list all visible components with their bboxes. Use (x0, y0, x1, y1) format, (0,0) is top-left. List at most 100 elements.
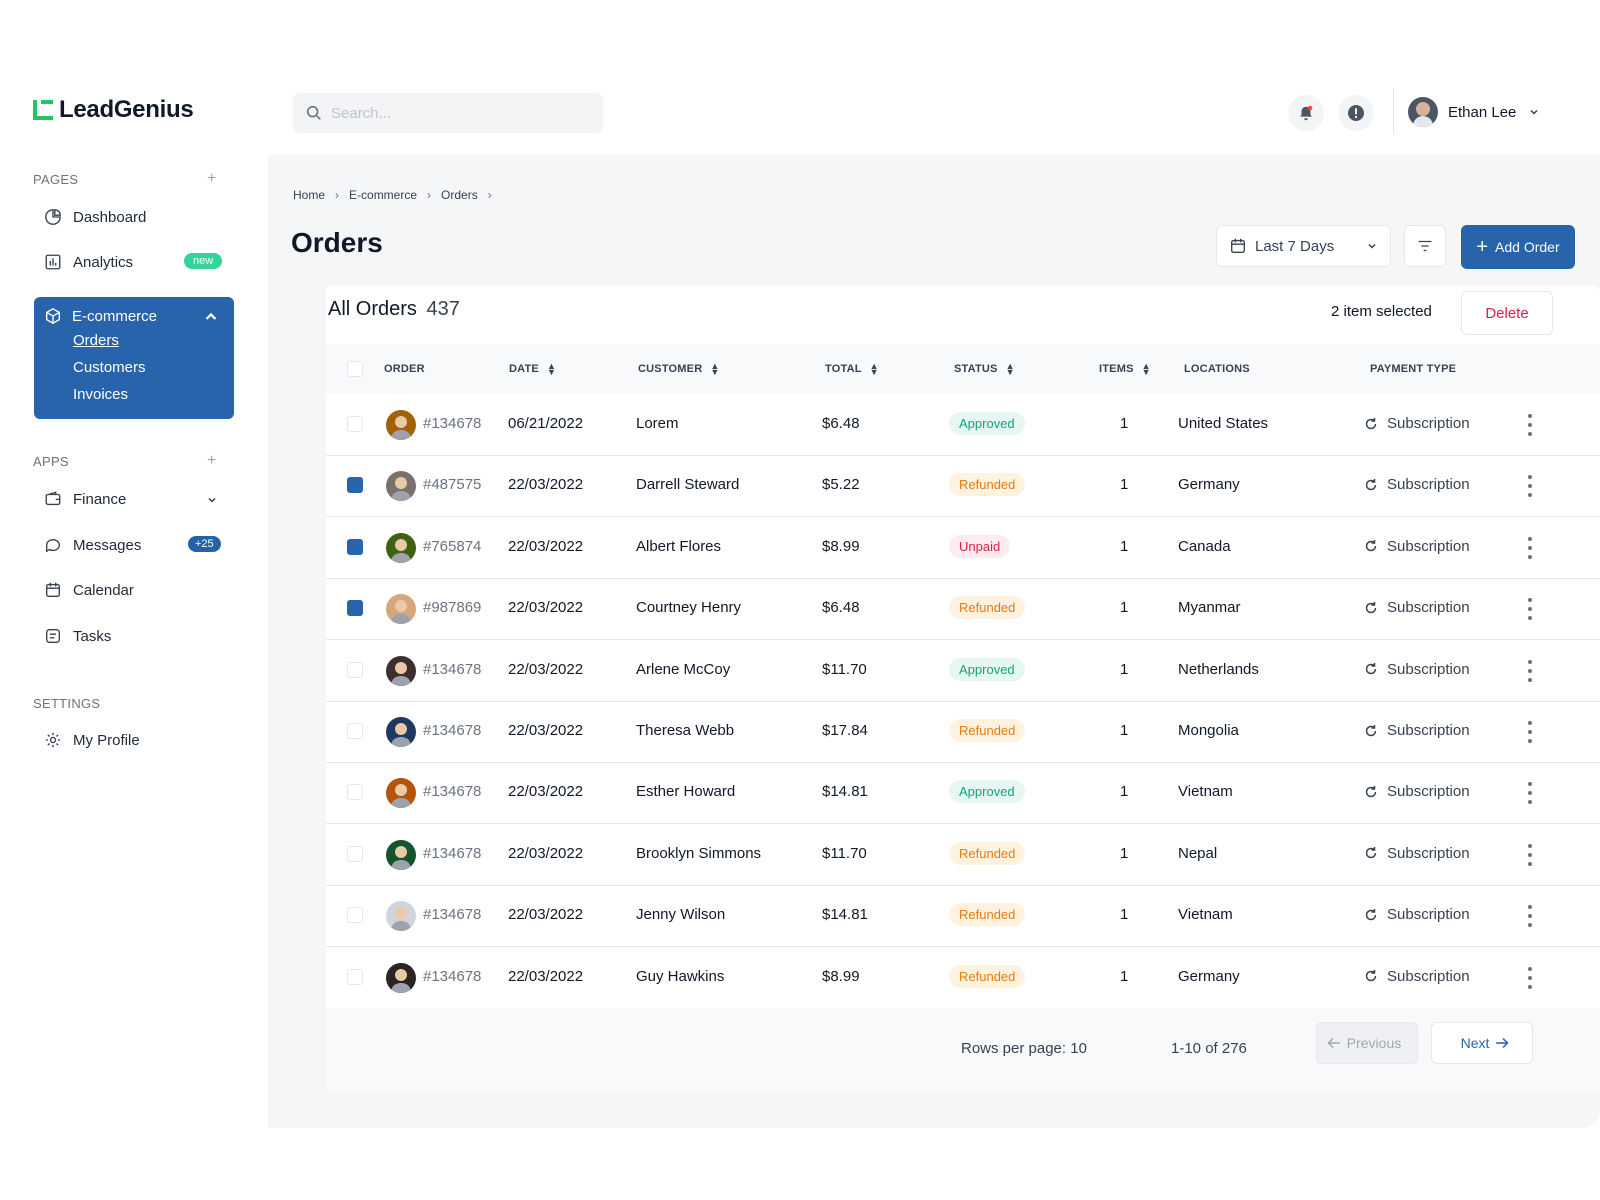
sidebar-item-tasks[interactable]: Tasks (43, 624, 111, 648)
date-range-label: Last 7 Days (1255, 237, 1335, 255)
alert-icon (1348, 105, 1364, 121)
notifications-button[interactable] (1288, 95, 1324, 131)
order-id[interactable]: #134678 (423, 783, 482, 801)
breadcrumb-ecommerce[interactable]: E-commerce (349, 188, 418, 202)
next-button[interactable]: Next (1431, 1022, 1533, 1064)
sidebar-item-analytics[interactable]: Analytics (43, 250, 133, 274)
table-row[interactable]: #134678 22/03/2022 Esther Howard $14.81 Appr… (326, 762, 1600, 825)
row-checkbox[interactable] (347, 723, 363, 739)
column-date[interactable]: DATE ▲ ▼ (509, 361, 557, 377)
order-id[interactable]: #487575 (423, 476, 482, 494)
sidebar-item-customers[interactable]: Customers (73, 359, 146, 376)
row-checkbox[interactable] (347, 845, 363, 862)
pie-chart-icon (43, 207, 63, 227)
plus-icon: + (1476, 236, 1489, 258)
user-menu[interactable]: Ethan Lee (1408, 97, 1540, 127)
column-customer[interactable]: CUSTOMER ▲ ▼ (638, 361, 720, 377)
sidebar-group-ecommerce[interactable]: E-commerce Orders Customers Invoices (34, 297, 234, 419)
tasks-icon (43, 626, 63, 646)
date-range-dropdown[interactable]: Last 7 Days (1216, 225, 1391, 267)
previous-button[interactable]: Previous (1316, 1022, 1418, 1064)
table-row[interactable]: #134678 22/03/2022 Theresa Webb $17.84 Refun… (326, 701, 1600, 763)
delete-button[interactable]: Delete (1461, 291, 1553, 335)
add-app-button[interactable]: + (207, 452, 217, 469)
more-options-icon[interactable] (1522, 905, 1538, 928)
row-checkbox[interactable] (347, 661, 363, 678)
breadcrumb-orders[interactable]: Orders (441, 188, 478, 202)
sidebar-item-dashboard[interactable]: Dashboard (43, 205, 146, 229)
customer-name: Theresa Webb (636, 722, 735, 739)
table-row[interactable]: #487575 22/03/2022 Darrell Steward $5.22 Ref… (326, 455, 1600, 518)
select-all-checkbox[interactable] (347, 361, 363, 377)
row-checkbox[interactable] (347, 416, 363, 432)
pages-heading: PAGES (33, 172, 79, 187)
ecommerce-label: E-commerce (72, 307, 158, 325)
order-total: $6.48 (822, 415, 860, 432)
add-order-button[interactable]: + Add Order (1461, 225, 1575, 269)
filter-button[interactable] (1404, 225, 1446, 267)
table-row[interactable]: #134678 06/21/2022 Lorem $6.48 Approved 1 Unit… (326, 394, 1600, 456)
sidebar-item-finance[interactable]: Finance (43, 487, 126, 511)
order-id[interactable]: #134678 (423, 660, 482, 678)
table-row[interactable]: #765874 22/03/2022 Albert Flores $8.99 Unpai… (326, 517, 1600, 579)
header-divider (1393, 88, 1394, 134)
search-input[interactable] (331, 104, 591, 122)
row-checkbox[interactable] (347, 907, 363, 924)
table-row[interactable]: #134678 22/03/2022 Jenny Wilson $14.81 Refun… (326, 885, 1600, 948)
more-options-icon[interactable] (1522, 659, 1538, 682)
order-id[interactable]: #134678 (423, 967, 482, 985)
more-options-icon[interactable] (1522, 966, 1538, 989)
sidebar-item-invoices[interactable]: Invoices (73, 386, 129, 403)
row-checkbox[interactable] (347, 968, 363, 985)
chevron-down-icon[interactable] (206, 494, 218, 506)
order-id[interactable]: #987869 (423, 599, 482, 617)
payment-type: Subscription (1363, 783, 1470, 800)
order-total: $14.81 (822, 906, 868, 924)
payment-type: Subscription (1363, 476, 1470, 493)
order-id[interactable]: #134678 (423, 722, 482, 739)
user-name: Ethan Lee (1448, 103, 1517, 121)
order-date: 22/03/2022 (508, 537, 584, 555)
sidebar-item-calendar[interactable]: Calendar (43, 578, 134, 602)
order-id[interactable]: #134678 (423, 415, 482, 432)
sidebar-item-my-profile[interactable]: My Profile (43, 728, 140, 752)
column-total[interactable]: TOTAL ▲ ▼ (825, 361, 879, 377)
order-id[interactable]: #134678 (423, 906, 482, 924)
search-bar[interactable] (293, 93, 603, 133)
column-items[interactable]: ITEMS ▲ ▼ (1099, 361, 1151, 377)
customer-avatar (386, 655, 416, 686)
more-options-icon[interactable] (1522, 721, 1538, 743)
more-options-icon[interactable] (1522, 598, 1538, 621)
ecommerce-header[interactable]: E-commerce (44, 307, 224, 325)
payment-type: Subscription (1363, 906, 1470, 923)
row-checkbox[interactable] (347, 477, 363, 494)
column-status[interactable]: STATUS ▲ ▼ (954, 361, 1015, 377)
rows-per-page[interactable]: Rows per page: 10 (961, 1040, 1087, 1057)
row-checkbox[interactable] (347, 538, 363, 555)
logo[interactable]: LeadGenius (33, 96, 194, 124)
more-options-icon[interactable] (1522, 414, 1538, 436)
customer-name: Brooklyn Simmons (636, 844, 762, 862)
refresh-icon (1365, 724, 1377, 736)
alerts-button[interactable] (1338, 95, 1374, 131)
chevron-right-icon: › (335, 188, 340, 202)
table-row[interactable]: #134678 22/03/2022 Guy Hawkins $8.99 Refunde… (326, 947, 1600, 1009)
order-total: $6.48 (822, 599, 860, 617)
sidebar-item-messages[interactable]: Messages (43, 533, 141, 557)
row-checkbox[interactable] (347, 784, 363, 801)
breadcrumb-home[interactable]: Home (293, 188, 326, 202)
more-options-icon[interactable] (1522, 536, 1538, 559)
status-badge: Refunded (949, 903, 1026, 927)
table-row[interactable]: #134678 22/03/2022 Arlene McCoy $11.70 Appro… (326, 640, 1600, 702)
order-id[interactable]: #765874 (423, 537, 482, 555)
more-options-icon[interactable] (1522, 782, 1538, 805)
table-row[interactable]: #987869 22/03/2022 Courtney Henry $6.48 Refu… (326, 578, 1600, 641)
add-page-button[interactable]: + (207, 170, 217, 187)
refresh-icon (1365, 663, 1377, 675)
more-options-icon[interactable] (1522, 843, 1538, 866)
more-options-icon[interactable] (1522, 475, 1538, 498)
sidebar-item-orders[interactable]: Orders (73, 332, 119, 349)
order-id[interactable]: #134678 (423, 844, 482, 862)
table-row[interactable]: #134678 22/03/2022 Brooklyn Simmons $11.70 R… (326, 824, 1600, 886)
row-checkbox[interactable] (347, 600, 363, 617)
